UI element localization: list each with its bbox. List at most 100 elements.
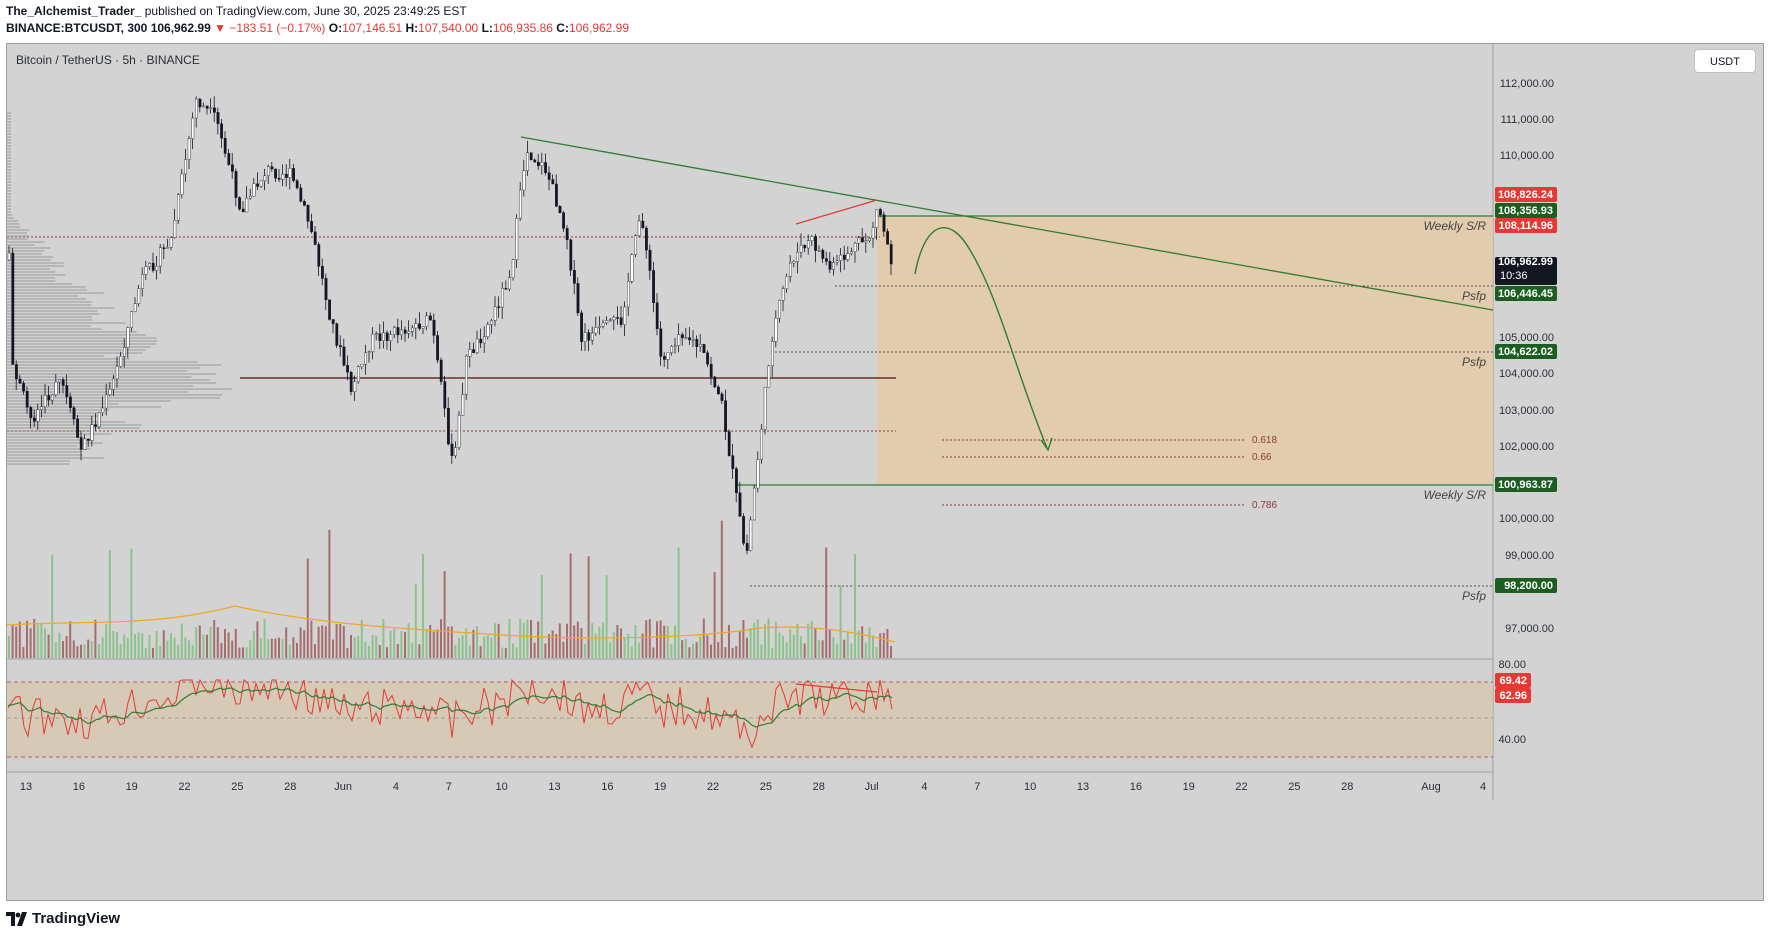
weekly-sr-zone xyxy=(877,216,1493,484)
time-tick-label: Jun xyxy=(334,781,352,793)
descending-trendline[interactable] xyxy=(520,136,1494,311)
rsi-line xyxy=(7,678,893,749)
ohlc-line: BINANCE:BTCUSDT, 300 106,962.99 ▼ −183.5… xyxy=(6,21,629,35)
fib-618-label: 0.618 xyxy=(1252,435,1277,446)
weekly-sr-top-label: Weekly S/R xyxy=(1424,219,1487,233)
projection-path[interactable] xyxy=(914,227,1048,449)
time-tick-label: 25 xyxy=(1288,781,1300,793)
price-badge-label: 108,826.24 xyxy=(1498,189,1554,201)
psfp-label-2: Psfp xyxy=(1462,355,1486,369)
volume-bars xyxy=(8,520,892,658)
author-name[interactable]: The_Alchemist_Trader_ xyxy=(6,4,142,18)
candles xyxy=(7,96,893,555)
price-badge xyxy=(1495,344,1557,359)
close-value: 106,962.99 xyxy=(568,21,630,35)
time-tick-label: 13 xyxy=(20,781,32,793)
price-badge-label: 106,962.99 xyxy=(1498,256,1553,268)
time-tick-label: 4 xyxy=(393,781,399,793)
price-tick-label: 111,000.00 xyxy=(1501,114,1554,126)
last-price: 106,962.99 xyxy=(150,21,211,35)
price-badge xyxy=(1495,203,1557,218)
price-tick-label: 102,000.00 xyxy=(1499,441,1554,453)
rsi-badge xyxy=(1495,688,1531,703)
tradingview-logo-icon xyxy=(6,911,28,926)
low-label: L: xyxy=(481,21,493,35)
price-tick-label: 103,000.00 xyxy=(1499,405,1554,417)
currency-unit-button[interactable]: USDT xyxy=(1694,49,1756,73)
volume-profile xyxy=(7,112,232,465)
time-tick-label: Jul xyxy=(865,781,879,793)
rsi-ma-line xyxy=(7,687,893,728)
symbol-line: BINANCE:BTCUSDT, 300 xyxy=(6,21,148,35)
time-tick-label: 7 xyxy=(446,781,452,793)
price-tick-label: 99,000.00 xyxy=(1505,550,1554,562)
time-tick-label: 16 xyxy=(601,781,613,793)
price-badge xyxy=(1495,477,1557,492)
arrow-head-icon xyxy=(1040,437,1053,452)
high-value: 107,540.00 xyxy=(418,21,479,35)
rsi-badge-label: 69.42 xyxy=(1499,675,1527,687)
rsi-tick-label: 40.00 xyxy=(1498,734,1526,746)
time-tick-label: 28 xyxy=(284,781,296,793)
close-label: C: xyxy=(556,21,569,35)
volume-ma-line xyxy=(6,605,896,643)
time-tick-label: 16 xyxy=(73,781,85,793)
psfp-label-3: Psfp xyxy=(1462,589,1486,603)
time-tick-label: 19 xyxy=(654,781,666,793)
open-label: O: xyxy=(328,21,343,35)
symbol-title: Bitcoin / TetherUS · 5h · BINANCE xyxy=(16,53,200,67)
price-tick-label: 100,000.00 xyxy=(1499,513,1554,525)
tradingview-brand: TradingView xyxy=(32,910,121,927)
time-axis[interactable]: 13 16 19 22 25 28 Jun 4 7 10 13 16 19 22 25 28 Jul 4 7 10 13… xyxy=(20,781,1486,793)
rsi-band xyxy=(7,682,1493,757)
price-axis[interactable]: 112,000.00 111,000.00 110,000.00 105,000.00… xyxy=(1495,78,1557,635)
time-tick-label: 13 xyxy=(1077,781,1089,793)
price-badge-label: 100,963.87 xyxy=(1498,479,1553,491)
time-tick-label: 10 xyxy=(1024,781,1036,793)
price-badge-label: 108,356.93 xyxy=(1498,205,1553,217)
time-tick-label: 4 xyxy=(1480,781,1486,793)
time-tick-label: 10 xyxy=(496,781,508,793)
price-badge xyxy=(1495,218,1557,233)
weekly-sr-bottom-label: Weekly S/R xyxy=(1424,488,1487,502)
psfp-label-1: Psfp xyxy=(1462,289,1486,303)
open-value: 107,146.51 xyxy=(342,21,403,35)
price-badge-label: 108,114.96 xyxy=(1499,220,1553,232)
price-tick-label: 112,000.00 xyxy=(1500,78,1554,90)
bearish-divergence-line[interactable] xyxy=(795,199,878,225)
publish-info: The_Alchemist_Trader_ published on Tradi… xyxy=(6,4,467,18)
time-tick-label: 28 xyxy=(1341,781,1353,793)
time-tick-label: 22 xyxy=(707,781,719,793)
high-label: H: xyxy=(405,21,419,35)
price-badge-label: 98,200.00 xyxy=(1504,580,1553,592)
price-tick-label: 104,000.00 xyxy=(1499,368,1554,380)
time-tick-label: Aug xyxy=(1421,781,1441,793)
price-change: ▼ −183.51 (−0.17%) xyxy=(214,21,326,35)
rsi-badge xyxy=(1495,673,1531,688)
tradingview-footer[interactable]: TradingView xyxy=(6,910,120,927)
price-tick-label: 97,000.00 xyxy=(1505,623,1554,635)
price-tick-label: 110,000.00 xyxy=(1500,150,1554,162)
time-tick-label: 19 xyxy=(1183,781,1195,793)
rsi-tick-label: 80.00 xyxy=(1498,659,1526,671)
price-badge xyxy=(1495,257,1557,285)
rsi-divergence-line xyxy=(795,683,878,693)
price-badge-label: 106,446.45 xyxy=(1498,288,1553,300)
time-tick-label: 16 xyxy=(1130,781,1142,793)
time-tick-label: 25 xyxy=(231,781,243,793)
rsi-badge-label: 62.96 xyxy=(1499,690,1527,702)
time-tick-label: 22 xyxy=(178,781,190,793)
time-tick-label: 13 xyxy=(548,781,560,793)
price-badge xyxy=(1495,578,1557,593)
rsi-axis[interactable]: 80.00 40.00 69.42 62.96 xyxy=(1495,659,1531,746)
price-badge xyxy=(1495,286,1557,301)
published-text: published on TradingView.com, June 30, 2… xyxy=(144,4,467,18)
time-tick-label: 7 xyxy=(974,781,980,793)
countdown-label: 10:36 xyxy=(1500,270,1528,282)
time-tick-label: 19 xyxy=(126,781,138,793)
time-tick-label: 25 xyxy=(760,781,772,793)
time-tick-label: 28 xyxy=(813,781,825,793)
price-badge xyxy=(1495,187,1557,202)
time-tick-label: 22 xyxy=(1235,781,1247,793)
